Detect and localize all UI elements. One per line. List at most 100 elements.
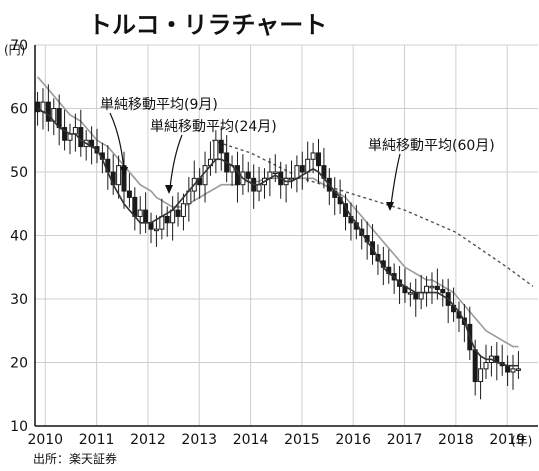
- candle-body: [429, 285, 435, 289]
- y-axis-ticks: 70 60 50 40 30 20 10: [10, 38, 28, 435]
- candle: [191, 160, 197, 202]
- x-axis-unit: (年): [511, 434, 532, 448]
- candle: [348, 202, 354, 241]
- candle-body: [256, 184, 262, 192]
- candle-body: [67, 133, 73, 141]
- candle: [213, 130, 219, 174]
- candle: [413, 278, 419, 317]
- y-tick-label: 40: [10, 229, 28, 245]
- candle: [294, 155, 300, 193]
- candle-body: [202, 165, 208, 186]
- y-tick-label: 70: [10, 38, 28, 54]
- candle: [316, 138, 322, 184]
- candle-body: [310, 152, 316, 160]
- x-tick-label: 2013: [181, 432, 217, 448]
- candle-body: [272, 171, 278, 174]
- candle-body: [424, 285, 430, 294]
- candle-body: [126, 190, 132, 198]
- candle-body: [234, 165, 240, 186]
- candle-body: [159, 215, 165, 230]
- candle: [407, 282, 413, 307]
- y-tick-label: 20: [10, 356, 28, 372]
- x-tick-label: 2017: [387, 432, 423, 448]
- candle: [224, 135, 230, 183]
- y-tick-label: 50: [10, 165, 28, 181]
- candle-body: [294, 165, 300, 179]
- candle: [45, 84, 51, 132]
- candle-body: [316, 152, 322, 167]
- candle: [67, 123, 73, 155]
- candle: [440, 279, 446, 307]
- annotation-ma60-label: 単純移動平均(60月): [368, 138, 495, 154]
- candle-body: [288, 177, 294, 181]
- y-axis-unit: (円): [4, 43, 25, 57]
- candle: [488, 345, 494, 377]
- candle-body: [510, 368, 516, 373]
- candle: [429, 272, 435, 305]
- candle: [56, 94, 62, 146]
- candle-body: [299, 165, 305, 173]
- candle-body: [472, 349, 478, 383]
- candle: [510, 354, 516, 390]
- candle: [126, 173, 132, 208]
- candle-body: [143, 209, 149, 224]
- candle-body: [116, 165, 122, 186]
- candle: [207, 141, 213, 176]
- candle-body: [245, 171, 251, 179]
- candle-body: [72, 127, 78, 135]
- candle: [261, 168, 267, 199]
- candle-body: [413, 292, 419, 300]
- x-tick-label: 2012: [130, 432, 166, 448]
- candle-body: [78, 127, 84, 148]
- candle-body: [170, 209, 176, 224]
- candle-body: [137, 209, 143, 217]
- x-tick-label: 2019: [489, 432, 525, 448]
- candle: [143, 192, 149, 233]
- candle-body: [180, 203, 186, 217]
- candle-body: [407, 292, 413, 295]
- candle-body: [440, 288, 446, 294]
- candle: [424, 276, 430, 307]
- candle: [386, 249, 392, 284]
- candle-body: [515, 368, 521, 371]
- candle: [499, 344, 505, 376]
- annotation-ma60: 単純移動平均(60月): [368, 138, 495, 211]
- candle-body: [434, 285, 440, 290]
- candle-body: [148, 222, 154, 230]
- candle: [229, 155, 235, 186]
- ma60-line: [211, 139, 534, 287]
- candle: [197, 168, 203, 199]
- candle-body: [45, 101, 51, 122]
- candle: [175, 192, 181, 227]
- candle: [148, 212, 154, 244]
- candle-body: [213, 139, 219, 160]
- x-tick-label: 2014: [233, 432, 269, 448]
- y-tick-label: 10: [10, 419, 28, 435]
- candle-body: [164, 215, 170, 224]
- candle: [299, 151, 305, 190]
- candle: [78, 109, 84, 157]
- candle: [40, 88, 46, 130]
- candle: [116, 155, 122, 199]
- candle: [321, 147, 327, 189]
- candle: [180, 193, 186, 231]
- candle-body: [478, 368, 484, 383]
- candles: [35, 84, 521, 400]
- y-tick-label: 30: [10, 292, 28, 308]
- candle: [332, 177, 338, 216]
- candle: [478, 354, 484, 400]
- ma9-line: [37, 107, 519, 367]
- annotation-ma24-label: 単純移動平均(24月): [150, 119, 277, 135]
- candle: [434, 268, 440, 300]
- candle: [83, 130, 89, 161]
- candle: [51, 98, 57, 136]
- y-tick-label: 60: [10, 102, 28, 118]
- candle-body: [35, 101, 41, 113]
- candle: [234, 151, 240, 203]
- candle-body: [305, 158, 311, 173]
- x-tick-label: 2015: [284, 432, 320, 448]
- candle: [288, 160, 294, 189]
- x-tick-label: 2011: [79, 432, 115, 448]
- candle-body: [505, 365, 511, 373]
- candle: [218, 126, 224, 171]
